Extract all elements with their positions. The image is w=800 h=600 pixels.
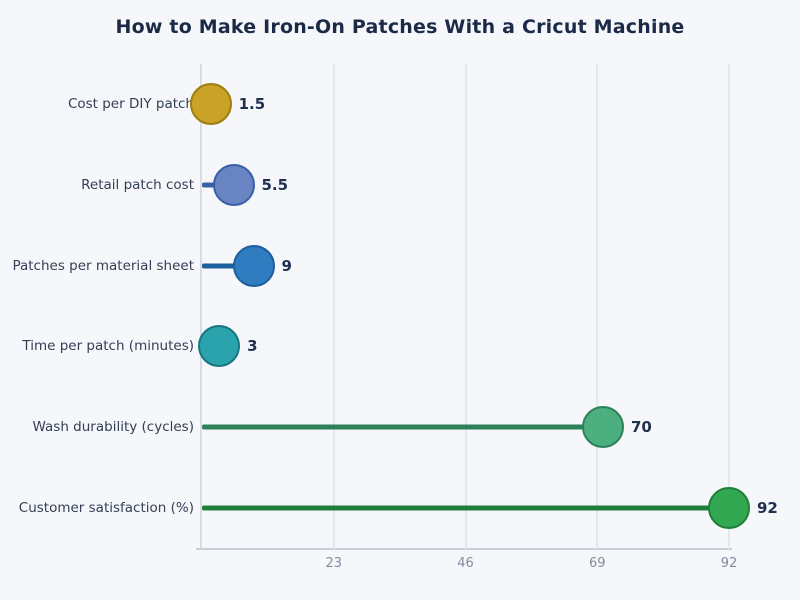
lollipop-dot — [212, 164, 255, 206]
x-gridline-69 — [596, 64, 599, 549]
x-gridline-46 — [464, 64, 467, 549]
x-tick-label: 23 — [325, 556, 343, 571]
y-axis-line — [200, 64, 202, 549]
lollipop-stem — [202, 424, 603, 430]
x-gridline-92 — [728, 64, 730, 549]
value-label: 92 — [757, 498, 778, 517]
category-label: Cost per DIY patch — [67, 96, 194, 113]
category-label: Wash durability (cycles) — [32, 419, 194, 435]
lollipop-dot — [189, 83, 232, 126]
lollipop-stem — [202, 505, 729, 511]
x-gridline-23 — [332, 64, 335, 549]
value-label: 3 — [247, 337, 258, 356]
value-label: 5.5 — [261, 176, 289, 194]
chart-title: How to Make Iron-On Patches With a Cricu… — [115, 16, 685, 38]
lollipop-dot — [232, 244, 275, 287]
category-label: Time per patch (minutes) — [22, 338, 194, 355]
lollipop-dot — [708, 486, 750, 529]
lollipop-dot — [581, 406, 624, 448]
lollipop-stem — [202, 263, 254, 269]
category-label: Patches per material sheet — [12, 257, 194, 274]
value-label: 1.5 — [238, 95, 266, 114]
category-label: Customer satisfaction (%) — [18, 499, 194, 516]
category-label: Retail patch cost — [81, 177, 194, 193]
x-axis-line — [196, 548, 732, 550]
value-label: 70 — [630, 418, 652, 436]
x-tick-label: 92 — [720, 556, 738, 571]
x-tick-label: 69 — [588, 556, 606, 571]
x-tick-label: 46 — [457, 556, 474, 571]
lollipop-dot — [198, 325, 241, 368]
value-label: 9 — [281, 256, 292, 275]
